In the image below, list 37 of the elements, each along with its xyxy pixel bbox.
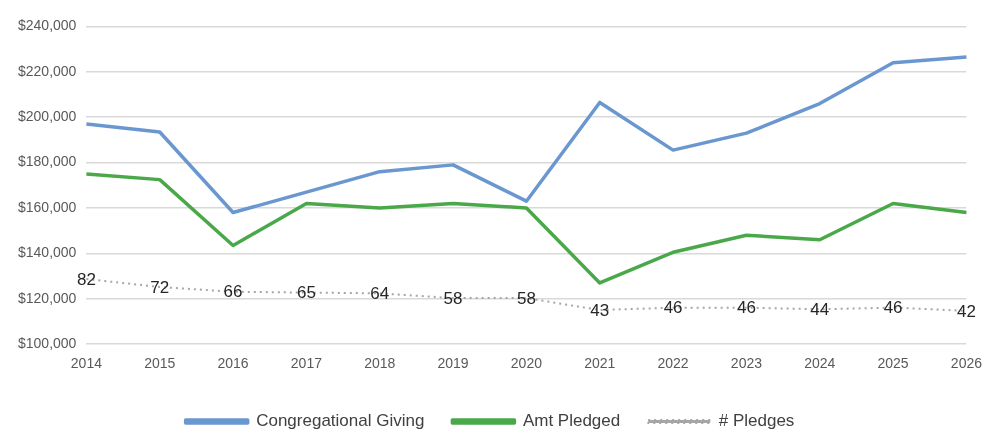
x-tick-label: 2025 (877, 355, 909, 372)
x-tick-label: 2021 (584, 355, 616, 372)
data-label: 58 (443, 288, 463, 308)
data-label: 82 (76, 269, 96, 289)
data-label: 42 (956, 301, 976, 321)
y-tick-label: $140,000 (17, 244, 77, 261)
x-tick-label: 2019 (437, 355, 469, 372)
data-label: 46 (883, 298, 903, 318)
data-label: 66 (223, 282, 243, 302)
x-tick-label: 2015 (144, 355, 176, 372)
legend-label: Amt Pledged (522, 411, 621, 431)
y-tick-label: $180,000 (17, 153, 77, 170)
data-label: 64 (370, 284, 390, 304)
data-label: 44 (810, 299, 830, 319)
data-label: 65 (296, 283, 316, 303)
data-label: 46 (663, 298, 683, 318)
x-tick-label: 2018 (364, 355, 396, 372)
x-tick-label: 2023 (730, 355, 763, 372)
data-label: 46 (736, 298, 756, 318)
data-label: 72 (150, 277, 170, 297)
data-label: 58 (516, 288, 536, 308)
y-tick-label: $100,000 (17, 335, 77, 352)
x-tick-label: 2020 (510, 355, 543, 372)
y-tick-label: $220,000 (17, 62, 77, 79)
x-tick-label: 2017 (290, 355, 323, 372)
y-tick-label: $200,000 (17, 108, 77, 125)
x-tick-label: 2016 (217, 355, 249, 372)
data-label: 43 (590, 300, 610, 320)
y-tick-label: $160,000 (17, 198, 77, 215)
x-tick-label: 2026 (950, 355, 983, 372)
x-tick-label: 2014 (70, 355, 103, 372)
legend-label: # Pledges (718, 411, 795, 431)
x-tick-label: 2024 (804, 355, 836, 372)
y-tick-label: $120,000 (17, 289, 77, 306)
legend-label: Congregational Giving (256, 411, 425, 431)
x-tick-label: 2022 (657, 355, 689, 372)
y-tick-label: $240,000 (17, 17, 77, 34)
